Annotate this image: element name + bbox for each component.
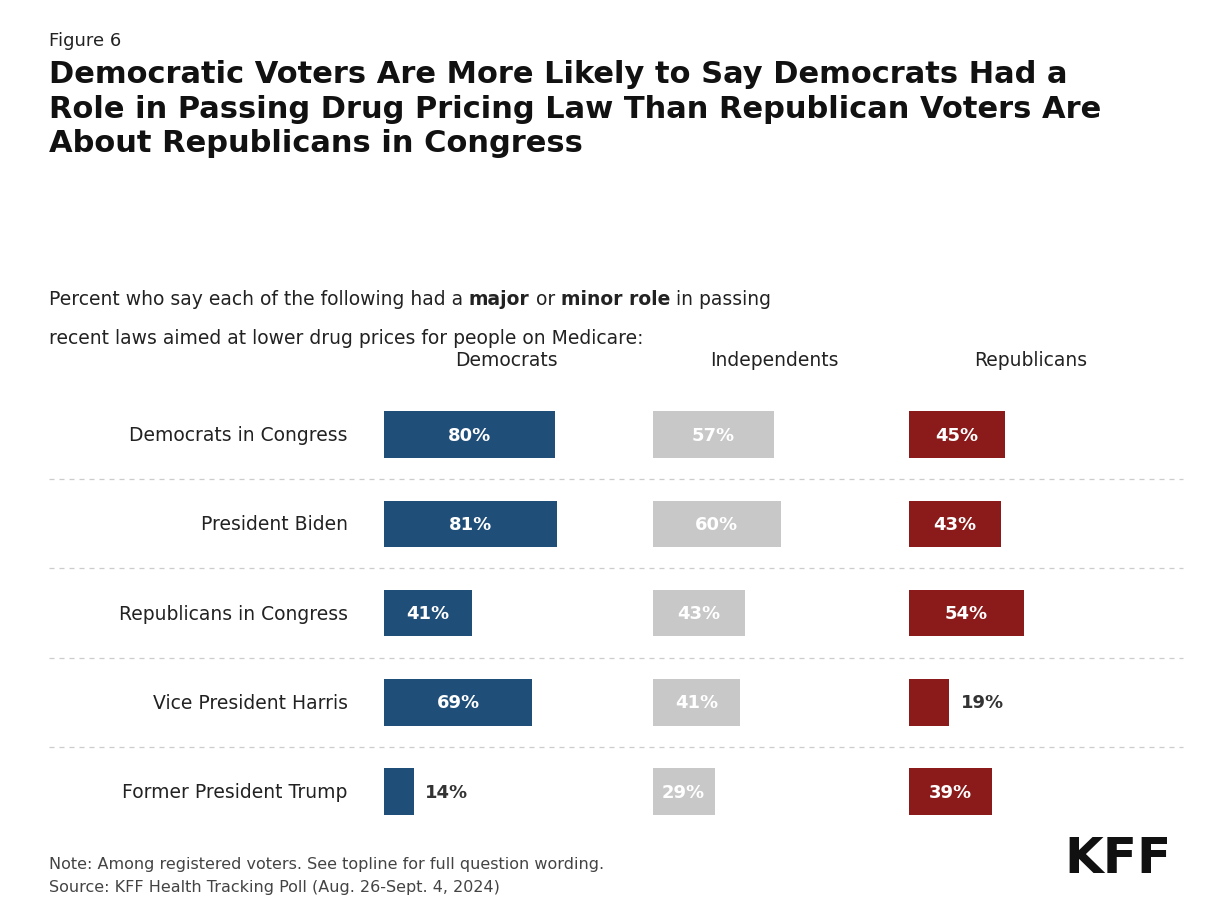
Text: or: or (529, 289, 561, 309)
Bar (653, 501, 781, 548)
Bar (909, 501, 1000, 548)
Bar (384, 501, 558, 548)
Text: KFF: KFF (1064, 834, 1171, 882)
Text: Vice President Harris: Vice President Harris (152, 693, 348, 712)
Bar (653, 768, 715, 815)
Text: 45%: 45% (936, 426, 978, 444)
Text: minor role: minor role (561, 289, 670, 309)
Text: 57%: 57% (692, 426, 736, 444)
Bar (384, 768, 415, 815)
Text: 39%: 39% (928, 783, 972, 800)
Text: Democrats: Democrats (455, 350, 558, 369)
Bar (909, 590, 1025, 637)
Bar (384, 679, 532, 726)
Text: recent laws aimed at lower drug prices for people on Medicare:: recent laws aimed at lower drug prices f… (49, 329, 643, 348)
Text: in passing: in passing (670, 289, 771, 309)
Text: Republicans: Republicans (975, 350, 1087, 369)
Bar (653, 679, 741, 726)
Text: 43%: 43% (933, 516, 976, 533)
Text: Percent who say each of the following had a: Percent who say each of the following ha… (49, 289, 468, 309)
Text: 19%: 19% (960, 694, 1004, 711)
Text: Figure 6: Figure 6 (49, 32, 121, 51)
Text: Source: KFF Health Tracking Poll (Aug. 26-Sept. 4, 2024): Source: KFF Health Tracking Poll (Aug. 2… (49, 879, 500, 894)
Text: President Biden: President Biden (201, 515, 348, 534)
Bar (384, 412, 555, 459)
Text: Former President Trump: Former President Trump (122, 782, 348, 801)
Text: 14%: 14% (426, 783, 468, 800)
Text: 81%: 81% (449, 516, 493, 533)
Text: major: major (468, 289, 529, 309)
Text: Democratic Voters Are More Likely to Say Democrats Had a
Role in Passing Drug Pr: Democratic Voters Are More Likely to Say… (49, 60, 1100, 158)
Text: 69%: 69% (437, 694, 479, 711)
Bar (909, 679, 949, 726)
Text: 43%: 43% (677, 605, 720, 622)
Text: 29%: 29% (662, 783, 705, 800)
Text: 54%: 54% (946, 605, 988, 622)
Bar (384, 590, 472, 637)
Bar (909, 412, 1005, 459)
Text: Republicans in Congress: Republicans in Congress (118, 604, 348, 623)
Text: 41%: 41% (675, 694, 719, 711)
Text: 80%: 80% (448, 426, 492, 444)
Bar (653, 412, 775, 459)
Bar (909, 768, 992, 815)
Text: 60%: 60% (695, 516, 738, 533)
Text: Note: Among registered voters. See topline for full question wording.: Note: Among registered voters. See topli… (49, 857, 604, 871)
Text: 41%: 41% (406, 605, 450, 622)
Text: Independents: Independents (710, 350, 839, 369)
Text: Democrats in Congress: Democrats in Congress (129, 425, 348, 445)
Bar (653, 590, 744, 637)
